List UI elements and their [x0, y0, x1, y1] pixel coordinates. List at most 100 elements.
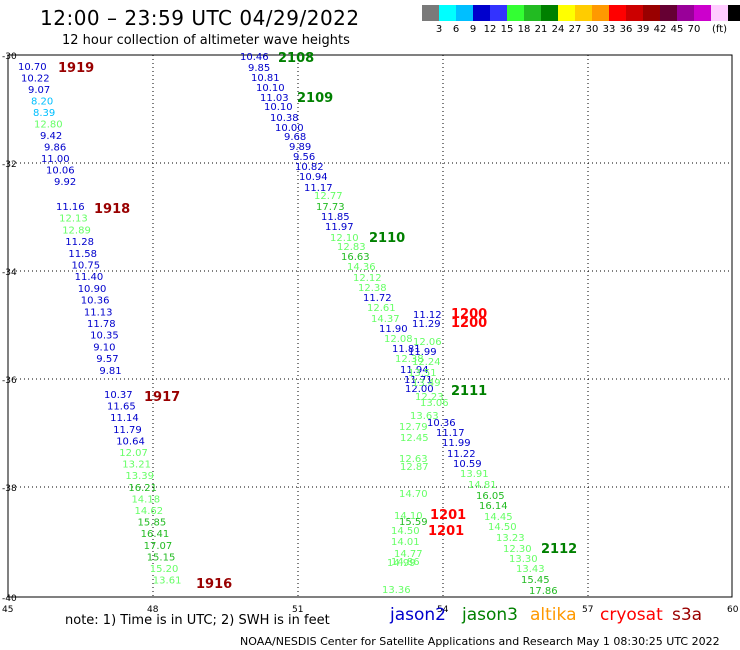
swh-value-label: 12.07	[119, 448, 148, 459]
swh-value-label: 11.03	[260, 93, 289, 104]
legend-sat-jason2: jason2	[390, 605, 446, 625]
time-label: 2109	[297, 91, 333, 106]
swh-value-label: 9.81	[99, 366, 121, 377]
swh-value-label: 12.61	[367, 303, 396, 314]
swh-value-label: 12.24	[412, 357, 441, 368]
time-label: 1918	[94, 202, 130, 217]
swh-value-label: 13.36	[382, 585, 411, 596]
colorbar-label: 27	[568, 24, 582, 35]
legend-sat-s3a: s3a	[672, 605, 703, 625]
colorbar-swatch	[524, 5, 541, 21]
swh-value-label: 8.20	[31, 97, 53, 108]
legend-sat-jason3: jason3	[462, 605, 518, 625]
swh-value-label: 11.72	[363, 293, 392, 304]
legend-sat-altika: altika	[530, 605, 577, 625]
lon-tick-label: 54	[437, 605, 449, 615]
swh-value-label: 13.61	[153, 576, 182, 587]
swh-value-label: 8.39	[33, 108, 55, 119]
swh-value-label: 13.63	[410, 411, 439, 422]
swh-value-label: 11.90	[379, 324, 408, 335]
swh-value-label: 9.86	[44, 143, 66, 154]
lat-tick-label: -40	[2, 594, 17, 604]
colorbar-label: 45	[670, 24, 684, 35]
swh-value-label: 17.07	[144, 541, 173, 552]
swh-value-label: 13.23	[496, 533, 525, 544]
swh-value-label: 10.81	[251, 73, 280, 84]
time-label: 1917	[144, 390, 180, 405]
swh-value-label: 12.13	[59, 214, 88, 225]
time-label: 1200	[451, 307, 487, 322]
lat-tick-label: -32	[2, 160, 17, 170]
swh-value-label: 12.38	[395, 354, 424, 365]
swh-value-label: 10.70	[18, 62, 47, 73]
swh-value-label: 15.85	[138, 518, 167, 529]
swh-value-label: 14.81	[468, 480, 497, 491]
colorbar-label: 15	[500, 24, 514, 35]
swh-value-label: 13.21	[122, 460, 151, 471]
swh-value-label: 12.10	[330, 233, 359, 244]
colorbar-swatch	[507, 5, 524, 21]
chart-title: 12:00 – 23:59 UTC 04/29/2022	[40, 6, 360, 30]
colorbar-label: 12	[483, 24, 497, 35]
swh-value-label: 11.13	[84, 307, 113, 318]
swh-value-label: 9.85	[248, 63, 270, 74]
swh-value-label: 9.57	[96, 354, 118, 365]
colorbar-swatch	[626, 5, 643, 21]
colorbar-label: 70	[687, 24, 701, 35]
swh-value-label: 12.30	[503, 544, 532, 555]
colorbar-swatch	[456, 5, 473, 21]
swh-value-label: 14.18	[131, 494, 160, 505]
lon-tick-label: 45	[2, 605, 13, 615]
swh-value-label: 10.22	[21, 74, 50, 85]
swh-value-label: 12.06	[413, 337, 442, 348]
colorbar-label: 3	[435, 24, 443, 35]
swh-value-label: 10.06	[46, 166, 75, 177]
swh-value-label: 11.17	[304, 183, 333, 194]
swh-value-label: 16.21	[128, 483, 157, 494]
colorbar-swatch	[643, 5, 660, 21]
swh-value-label: 11.97	[325, 222, 354, 233]
colorbar-swatch	[422, 5, 439, 21]
colorbar-label: 21	[534, 24, 548, 35]
colorbar-swatch	[541, 5, 558, 21]
lat-tick-label: -36	[2, 376, 17, 386]
swh-value-label: 11.00	[41, 154, 70, 165]
swh-value-label: 13.91	[460, 469, 489, 480]
swh-value-label: 10.38	[270, 113, 299, 124]
swh-value-label: 14.77	[394, 549, 423, 560]
swh-value-label: 11.99	[408, 347, 437, 358]
swh-value-label: 17.73	[316, 202, 345, 213]
colorbar-unit: (ft)	[712, 24, 728, 35]
swh-value-label: 10.00	[275, 123, 304, 134]
swh-value-label: 10.36	[81, 296, 110, 307]
colorbar-swatch	[728, 5, 740, 21]
swh-value-label: 12.38	[358, 283, 387, 294]
swh-value-label: 15.59	[399, 517, 428, 528]
colorbar-swatch	[490, 5, 507, 21]
swh-value-label: 10.75	[72, 261, 101, 272]
swh-value-label: 14.37	[371, 314, 400, 325]
swh-value-label: 12.79	[399, 422, 428, 433]
swh-value-label: 14.86	[391, 557, 420, 568]
time-label: 1201	[428, 524, 464, 539]
colorbar-swatch	[677, 5, 694, 21]
colorbar-label: 18	[517, 24, 531, 35]
swh-value-label: 11.58	[68, 249, 97, 260]
lon-tick-label: 57	[582, 605, 593, 615]
swh-value-label: 11.17	[436, 428, 465, 439]
swh-value-label: 13.06	[420, 398, 449, 409]
swh-value-label: 15.20	[150, 564, 179, 575]
swh-value-label: 9.89	[289, 142, 311, 153]
time-label: 1916	[196, 577, 232, 592]
swh-value-label: 10.37	[104, 390, 133, 401]
swh-value-label: 11.29	[412, 319, 441, 330]
swh-value-label: 12.23	[415, 392, 444, 403]
swh-value-label: 14.36	[347, 262, 376, 273]
swh-value-label: 13.49	[412, 378, 441, 389]
swh-value-label: 14.10	[394, 511, 423, 522]
swh-value-label: 11.85	[321, 212, 350, 223]
swh-value-label: 10.10	[256, 83, 285, 94]
swh-value-label: 12.89	[62, 225, 91, 236]
swh-value-label: 12.00	[405, 384, 434, 395]
